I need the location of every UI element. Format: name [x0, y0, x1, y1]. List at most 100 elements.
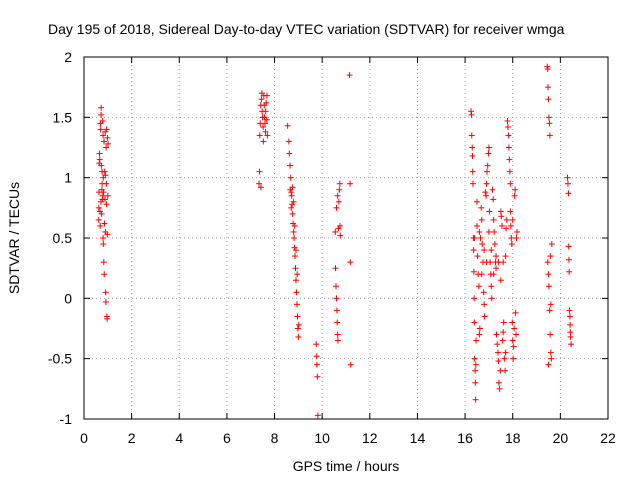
data-point [470, 268, 477, 275]
data-point [545, 114, 552, 121]
data-point [508, 241, 515, 248]
x-tick-label: 2 [128, 430, 136, 446]
data-point [476, 228, 483, 235]
data-point [98, 104, 105, 111]
data-point [313, 361, 320, 368]
data-point [97, 126, 104, 133]
data-point [98, 210, 105, 217]
data-point [503, 225, 510, 232]
data-point [95, 204, 102, 211]
x-tick-label: 20 [553, 430, 569, 446]
data-point [506, 168, 513, 175]
data-point [292, 253, 299, 260]
data-point [512, 309, 519, 316]
data-point [256, 168, 263, 175]
data-point [476, 331, 483, 338]
data-point [101, 220, 108, 227]
data-point [104, 134, 111, 141]
data-point [502, 349, 509, 356]
data-point [505, 144, 512, 151]
data-point [481, 301, 488, 308]
data-point [501, 355, 508, 362]
data-point [313, 341, 320, 348]
data-point [337, 232, 344, 239]
data-point [287, 174, 294, 181]
data-point [104, 315, 111, 322]
y-tick-label: 0 [64, 290, 72, 306]
data-point [476, 325, 483, 332]
data-point [101, 168, 108, 175]
data-point [511, 325, 518, 332]
data-point [347, 180, 354, 187]
data-point [335, 198, 342, 205]
x-tick-label: 14 [410, 430, 426, 446]
data-point [478, 216, 485, 223]
y-tick-label: -0.5 [48, 351, 72, 367]
data-point [98, 111, 105, 118]
data-point [564, 180, 571, 187]
data-point [470, 247, 477, 254]
data-point [291, 235, 298, 241]
data-point [513, 235, 520, 241]
data-point [313, 353, 320, 360]
x-tick-label: 18 [505, 430, 521, 446]
data-point [483, 192, 490, 199]
data-point [292, 247, 299, 254]
data-point [565, 243, 572, 250]
data-point [100, 241, 107, 248]
data-point [290, 198, 297, 205]
data-point [103, 180, 110, 187]
y-tick-label: -1 [60, 411, 73, 427]
data-point [101, 138, 108, 145]
data-point [469, 152, 476, 159]
x-tick-label: 12 [362, 430, 378, 446]
data-point [105, 140, 112, 147]
data-point [263, 92, 270, 99]
data-point [480, 289, 487, 296]
data-point [292, 265, 299, 272]
data-point [494, 349, 501, 356]
data-point [334, 337, 341, 344]
data-point [474, 198, 480, 205]
data-point [500, 329, 507, 336]
data-point [478, 271, 485, 278]
data-point [567, 333, 574, 340]
data-point [490, 271, 497, 278]
data-point [481, 313, 488, 320]
data-point [477, 235, 484, 241]
x-tick-label: 8 [271, 430, 279, 446]
data-point [291, 222, 298, 229]
data-point [488, 295, 495, 302]
data-point [474, 253, 481, 260]
data-point [483, 259, 490, 266]
data-point [262, 108, 269, 115]
data-point [493, 253, 500, 260]
data-point [493, 265, 500, 272]
data-point [481, 247, 488, 254]
data-point [512, 186, 519, 193]
data-point [483, 180, 490, 187]
data-point [100, 235, 107, 241]
data-point [332, 265, 339, 272]
data-point [347, 259, 354, 266]
data-point [566, 268, 573, 275]
axis-ticks: 0 2 4 6 8 10 12 14 16 18 20 22 -1 -0.5 0 0.5 1 1.5 2 [48, 49, 616, 446]
data-point [568, 341, 575, 348]
data-point [507, 222, 514, 229]
data-point [507, 180, 514, 187]
data-point [471, 235, 478, 241]
data-point [100, 132, 107, 139]
data-point [333, 307, 340, 314]
data-point [472, 367, 479, 374]
data-point [544, 66, 551, 73]
data-point [294, 271, 301, 278]
data-point [471, 319, 478, 326]
data-point [564, 174, 571, 181]
data-point [472, 396, 479, 403]
data-point [510, 355, 517, 362]
data-point [260, 138, 267, 145]
data-point [286, 150, 293, 157]
data-point [96, 150, 103, 157]
data-point [479, 241, 486, 248]
data-point [103, 144, 110, 151]
